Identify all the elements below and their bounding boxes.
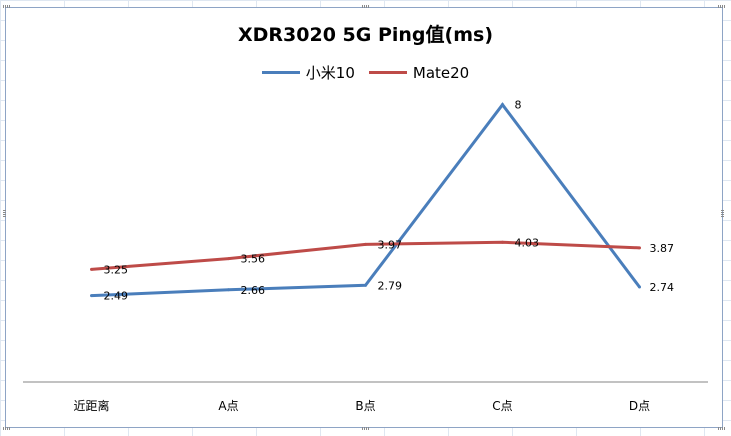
- chart-title: XDR3020 5G Ping值(ms): [237, 24, 494, 46]
- data-label-1-2: 3.97: [378, 238, 403, 251]
- resize-handle-bottom-left[interactable]: [3, 427, 11, 430]
- data-point-0-3: [501, 103, 504, 107]
- data-label-1-3: 4.03: [515, 236, 540, 249]
- data-point-0-4: [638, 285, 641, 289]
- data-label-0-4: 2.74: [650, 281, 675, 294]
- x-tick-label-0: 近距离: [73, 398, 109, 413]
- x-tick-label-3: C点: [492, 399, 512, 413]
- data-label-1-4: 3.87: [650, 242, 675, 255]
- data-point-1-3: [501, 240, 504, 244]
- legend-label-series-1: Mate20: [412, 63, 470, 82]
- resize-handle-top-right[interactable]: [718, 5, 726, 8]
- data-label-1-1: 3.56: [241, 253, 266, 266]
- data-point-1-1: [227, 257, 230, 261]
- resize-handle-top[interactable]: [362, 5, 370, 8]
- series-line-0: [91, 102, 641, 298]
- resize-handle-right[interactable]: [721, 210, 724, 218]
- data-point-1-0: [90, 267, 93, 271]
- data-point-0-1: [227, 288, 230, 292]
- resize-handle-top-left[interactable]: [3, 5, 11, 8]
- legend-label-series-0: 小米10: [305, 64, 355, 82]
- data-label-1-0: 3.25: [104, 263, 129, 276]
- data-point-0-0: [90, 294, 93, 298]
- chart-legend: 小米10 Mate20: [0, 62, 731, 83]
- data-point-0-2: [364, 283, 367, 287]
- resize-handle-bottom[interactable]: [362, 427, 370, 430]
- x-tick-label-4: D点: [629, 399, 650, 413]
- data-label-0-3: 8: [515, 99, 522, 112]
- x-tick-label-2: B点: [355, 399, 375, 413]
- chart-area[interactable]: [5, 7, 723, 428]
- legend-item-series-0: 小米10: [261, 62, 355, 83]
- x-tick-label-1: A点: [218, 399, 238, 413]
- data-point-1-4: [638, 246, 641, 250]
- data-label-0-1: 2.66: [241, 284, 266, 297]
- legend-swatch-series-1: [368, 71, 407, 74]
- data-point-1-2: [364, 242, 367, 246]
- data-label-0-0: 2.49: [104, 290, 129, 303]
- legend-swatch-series-0: [261, 71, 300, 74]
- data-label-0-2: 2.79: [378, 279, 403, 292]
- series-line-1: [91, 240, 640, 271]
- resize-handle-bottom-right[interactable]: [718, 427, 726, 430]
- resize-handle-left[interactable]: [3, 210, 6, 218]
- legend-item-series-1: Mate20: [368, 63, 470, 82]
